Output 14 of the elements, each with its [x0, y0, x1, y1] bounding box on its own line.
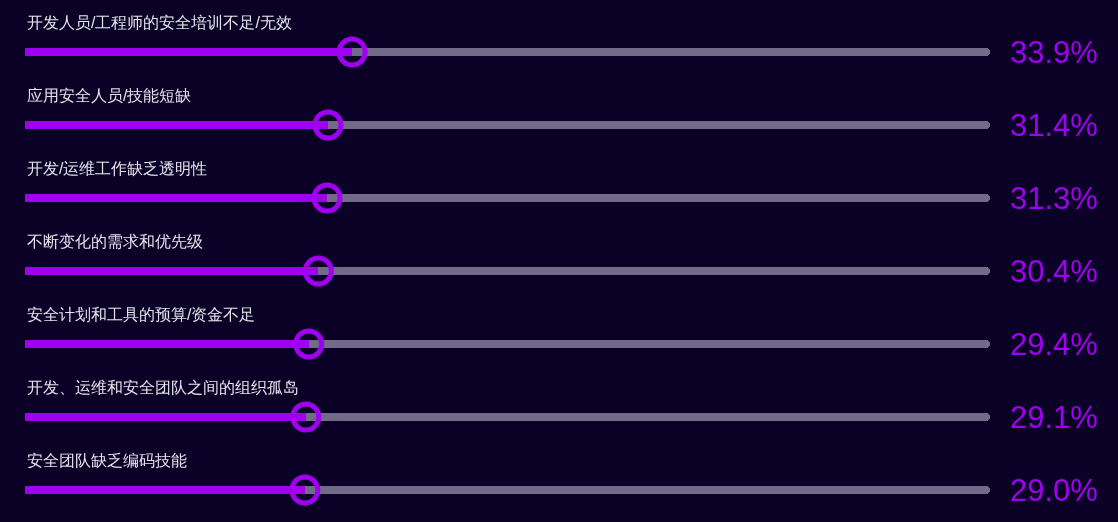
y-tick-label: 开发、运维和安全团队之间的组织孤岛: [27, 379, 299, 396]
y-tick-label: 开发人员/工程师的安全培训不足/无效: [27, 14, 292, 31]
data-label: 29.4%: [1010, 327, 1098, 362]
y-tick-label: 安全团队缺乏编码技能: [27, 452, 187, 469]
data-label: 29.1%: [1010, 400, 1098, 435]
y-tick-label: 开发/运维工作缺乏透明性: [27, 160, 208, 177]
data-label: 31.4%: [1010, 108, 1098, 143]
y-tick-label: 不断变化的需求和优先级: [27, 233, 203, 250]
data-label: 30.4%: [1010, 254, 1098, 289]
y-tick-label: 应用安全人员/技能短缺: [27, 87, 192, 104]
data-label: 29.0%: [1010, 473, 1098, 508]
data-label: 33.9%: [1010, 35, 1098, 70]
y-tick-label: 安全计划和工具的预算/资金不足: [27, 306, 256, 323]
data-label: 31.3%: [1010, 181, 1098, 216]
